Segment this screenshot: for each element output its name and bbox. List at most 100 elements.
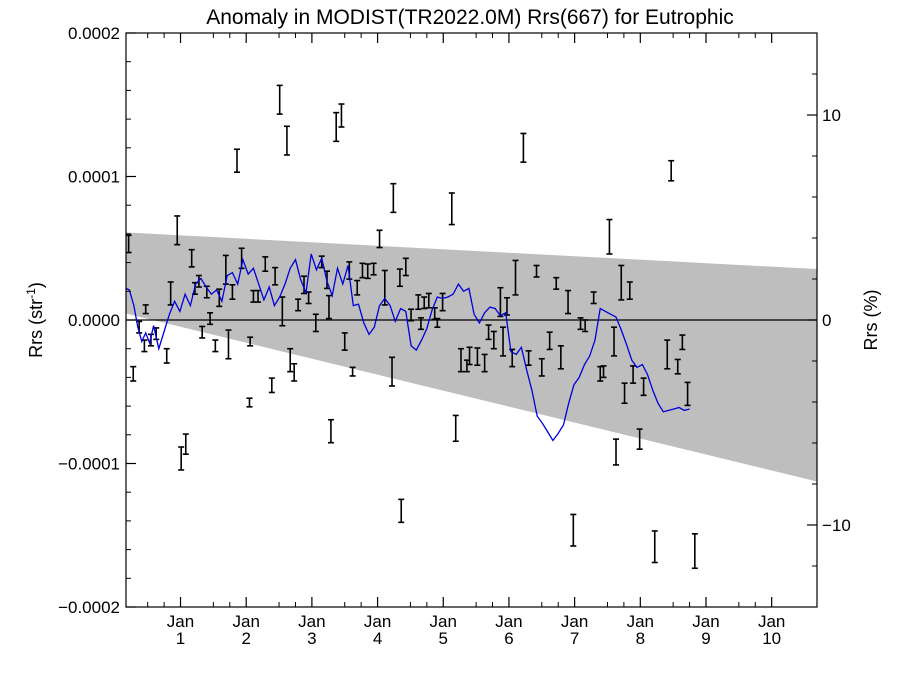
x-tick-year: 9 — [701, 629, 710, 648]
data-points-layer — [125, 84, 698, 570]
x-tick-month: Jan — [495, 612, 522, 631]
error-bar-point — [276, 84, 283, 115]
error-bar-point — [503, 296, 510, 316]
error-bar-point — [142, 304, 149, 315]
error-bar-point — [626, 281, 633, 300]
error-bar-point — [376, 229, 383, 249]
error-bar-point — [354, 279, 361, 296]
y-tick-label: 0.0000 — [68, 311, 120, 330]
error-bar-point — [600, 365, 607, 379]
error-bar-point — [338, 103, 345, 128]
error-bar-point — [651, 530, 658, 564]
error-bar-point — [188, 248, 195, 268]
error-bar-point — [364, 263, 371, 280]
x-tick-month: Jan — [364, 612, 391, 631]
error-bar-point — [295, 298, 302, 312]
error-bar-point — [398, 498, 405, 524]
x-tick-year: 7 — [570, 629, 579, 648]
y2-axis-label: Rrs (%) — [861, 290, 881, 351]
uncertainty-band-layer — [126, 232, 817, 482]
error-bar-point — [359, 262, 366, 279]
error-bar-point — [272, 266, 279, 286]
x-tick-month: Jan — [692, 612, 719, 631]
error-bar-point — [684, 381, 691, 407]
error-bar-point — [417, 317, 424, 331]
error-bar-point — [452, 414, 459, 443]
error-bar-point — [621, 382, 628, 405]
error-bar-point — [268, 377, 275, 394]
error-bar-point — [679, 334, 686, 351]
error-bar-point — [370, 262, 377, 276]
y2-tick-label: 0 — [822, 311, 831, 330]
error-bar-point — [582, 319, 589, 333]
error-bar-point — [390, 182, 397, 214]
error-bar-point — [553, 276, 560, 290]
x-tick-year: 2 — [241, 629, 250, 648]
error-bar-point — [668, 159, 675, 182]
error-bar-point — [341, 332, 348, 351]
error-bar-point — [636, 428, 643, 450]
x-tick-month: Jan — [627, 612, 654, 631]
y-axis-label-suffix: ) — [26, 282, 46, 288]
error-bar-point — [640, 377, 647, 397]
y-tick-label: 0.0002 — [68, 24, 120, 43]
error-bar-point — [125, 234, 132, 254]
chart-title: Anomaly in MODIST(TR2022.0M) Rrs(667) fo… — [206, 6, 734, 29]
error-bar-point — [613, 438, 620, 466]
error-bar-point — [225, 329, 232, 360]
error-bar-point — [396, 268, 403, 288]
error-bar-point — [546, 331, 553, 351]
x-tick-month: Jan — [232, 612, 259, 631]
x-tick-year: 3 — [307, 629, 316, 648]
error-bar-point — [182, 433, 189, 455]
error-bar-point — [520, 132, 527, 163]
error-bar-point — [611, 326, 618, 357]
uncertainty-band — [126, 232, 817, 482]
y-tick-label: −0.0002 — [58, 598, 120, 617]
error-bar-point — [229, 284, 236, 300]
error-bar-point — [577, 317, 584, 331]
error-bar-point — [457, 347, 464, 373]
error-bar-point — [247, 336, 254, 347]
x-tick-month: Jan — [430, 612, 457, 631]
error-bar-point — [425, 292, 432, 309]
error-bar-point — [538, 357, 545, 377]
error-bar-point — [333, 111, 340, 143]
error-bar-point — [474, 347, 481, 367]
error-bar-point — [327, 418, 334, 444]
error-bar-point — [490, 330, 497, 350]
y2-tick-label: 10 — [822, 106, 841, 125]
x-tick-year: 8 — [636, 629, 645, 648]
error-bar-point — [255, 289, 262, 303]
y-axis-label: Rrs (str-1) — [24, 282, 46, 358]
error-bar-point — [630, 365, 637, 384]
error-bar-point — [349, 366, 356, 377]
error-bar-point — [664, 339, 671, 370]
error-bar-point — [500, 326, 507, 357]
error-bar-point — [533, 264, 540, 278]
x-tick-month: Jan — [298, 612, 325, 631]
error-bar-point — [325, 294, 332, 320]
error-bar-point — [216, 288, 223, 308]
error-bar-point — [234, 148, 241, 173]
error-bar-point — [481, 353, 488, 373]
error-bar-point — [246, 397, 253, 408]
x-tick-year: 10 — [762, 629, 781, 648]
y-tick-label: 0.0001 — [68, 168, 120, 187]
y-axis-label-superscript: -1 — [24, 288, 38, 299]
error-bar-point — [557, 345, 564, 370]
error-bar-point — [402, 257, 409, 277]
error-bar-point — [691, 533, 698, 570]
error-bar-point — [199, 325, 206, 339]
x-tick-year: 5 — [439, 629, 448, 648]
error-bar-point — [439, 292, 446, 312]
x-tick-month: Jan — [758, 612, 785, 631]
error-bar-point — [178, 446, 185, 471]
error-bar-point — [291, 362, 298, 382]
error-bar-point — [606, 218, 613, 255]
error-bar-point — [283, 125, 290, 156]
error-bar-point — [287, 347, 294, 373]
running-mean-layer — [125, 253, 690, 442]
error-bar-point — [434, 317, 441, 328]
